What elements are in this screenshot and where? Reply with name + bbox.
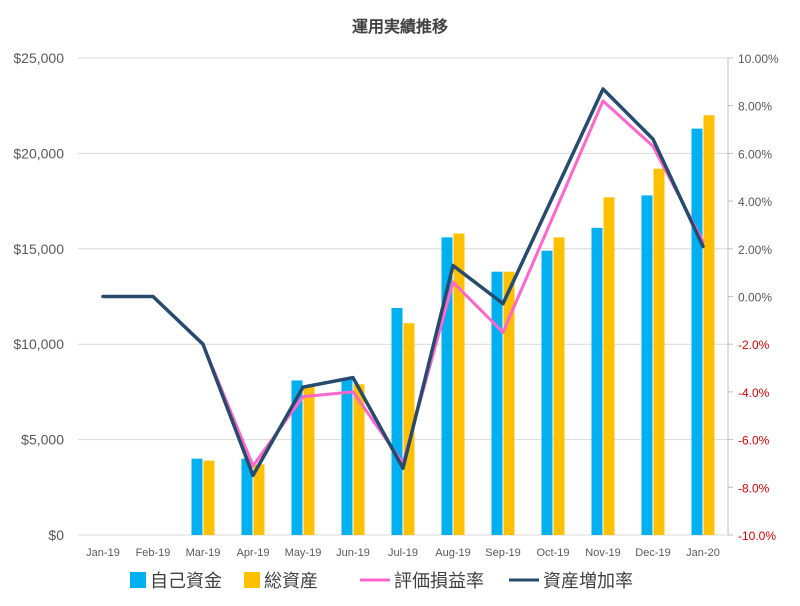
x-axis-tick-label: Jul-19 [388,547,418,559]
axes: $0 $5,000 $10,000 $15,000 $20,000 $25,000 -10.… [13,50,779,559]
bar-total-assets [503,271,515,535]
right-axis-tick-label: -6.0% [738,434,770,448]
bar-total-assets [353,384,365,535]
bar-own-funds [641,195,653,535]
right-axis-tick-label: 4.00% [738,195,772,209]
left-axis-tick-label: $10,000 [13,336,64,352]
left-axis-tick-label: $5,000 [21,432,64,448]
right-axis-tick-label: -2.0% [738,338,770,352]
x-axis-tick-label: Mar-19 [186,547,221,559]
right-axis-tick-label: 6.00% [738,147,772,161]
bar-total-assets [703,115,715,536]
right-axis-tick-label: 0.00% [738,291,772,305]
legend-swatch [130,572,146,588]
bar-own-funds [391,307,403,535]
legend-swatch [244,572,260,588]
right-axis-tick-label: 8.00% [738,100,772,114]
bar-own-funds [491,271,503,535]
line-asset-growth-rate [101,87,705,478]
x-axis-tick-label: Feb-19 [136,547,171,559]
left-axis-tick-label: $20,000 [13,145,64,161]
right-axis-tick-label: 2.00% [738,243,772,257]
legend: 自己資金 総資産 評価損益率 資産増加率 [130,571,633,591]
right-axis-tick-label: -4.0% [738,386,770,400]
bar-own-funds [341,378,353,535]
legend-label: 総資産 [264,571,318,591]
bar-total-assets [603,197,615,535]
bar-own-funds [191,458,203,535]
x-axis-tick-label: Jan-19 [86,547,120,559]
x-axis-tick-label: Oct-19 [536,547,569,559]
right-axis-tick-label: -10.0% [738,529,776,543]
x-axis-tick-label: May-19 [285,547,322,559]
legend-label: 資産増加率 [543,571,633,591]
legend-label: 評価損益率 [394,571,484,591]
x-axis-tick-label: Sep-19 [485,547,520,559]
x-axis-tick-label: Aug-19 [435,547,470,559]
bar-total-assets [403,323,415,535]
legend-label: 自己資金 [150,571,222,591]
bar-own-funds [291,380,303,535]
bar-total-assets [303,386,315,535]
bar-total-assets [653,168,665,535]
bar-total-assets [453,233,465,535]
x-axis-tick-label: Nov-19 [585,547,620,559]
left-axis-tick-label: $25,000 [13,50,64,66]
bar-own-funds [591,227,603,535]
x-axis-tick-label: Jun-19 [336,547,370,559]
gridlines [78,57,728,536]
bars [191,115,715,536]
x-axis-tick-label: Jan-20 [686,547,720,559]
bar-total-assets [553,237,565,536]
chart-title: 運用実績推移 [352,17,448,36]
right-axis-tick-label: 10.00% [738,52,779,66]
right-axis-tick-label: -8.0% [738,481,770,495]
bar-own-funds [691,128,703,535]
x-axis-tick-label: Dec-19 [635,547,670,559]
left-axis-tick-label: $0 [48,527,64,543]
bar-own-funds [441,237,453,536]
left-axis-tick-label: $15,000 [13,241,64,257]
bar-total-assets [203,460,215,535]
bar-total-assets [253,464,265,535]
bar-own-funds [241,458,253,535]
lines [101,87,705,478]
bar-own-funds [541,250,553,535]
x-axis-tick-label: Apr-19 [236,547,269,559]
